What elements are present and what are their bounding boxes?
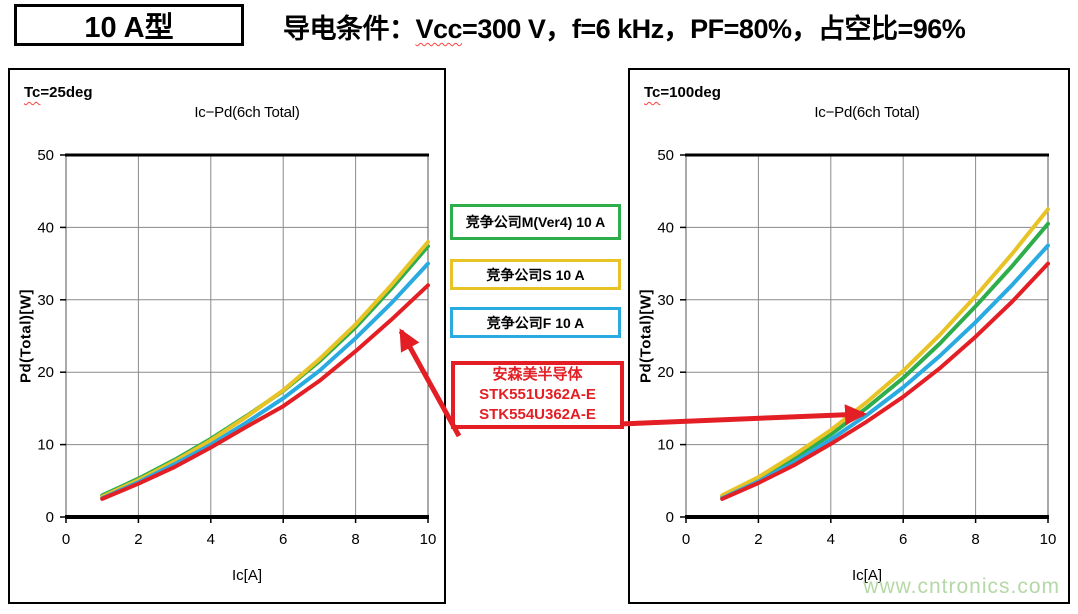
x-tick-label: 4 <box>827 531 835 548</box>
chart-title: Ic−Pd(6ch Total) <box>194 104 300 121</box>
series-line-3 <box>100 283 430 501</box>
chart-panel-tc25: 0 10 20 30 40 50 0 2 4 6 8 10 Tc=25deg Ic−Pd(6ch To… <box>8 68 446 604</box>
legend-competitor-m: 竞争公司M(Ver4) 10 A <box>450 204 621 240</box>
chart-tc25-plot: 0 10 20 30 40 50 0 2 4 6 8 10 <box>37 147 437 548</box>
y-tick-label: 40 <box>657 219 674 236</box>
legend-competitor-f-label: 竞争公司F 10 A <box>486 314 585 331</box>
model-type-box: 10 A型 <box>14 4 244 46</box>
legend-onsemi-line2: STK551U362A-E <box>479 386 596 403</box>
chart-panel-tc100: 0 10 20 30 40 50 0 2 4 6 8 10 Tc=100deg Ic−Pd(6ch T… <box>628 68 1070 604</box>
y-tick-label: 0 <box>666 509 674 526</box>
y-tick-label: 40 <box>37 219 54 236</box>
y-tick-label: 50 <box>37 147 54 164</box>
temperature-label-value: =100deg <box>660 84 721 101</box>
series-line-0 <box>720 221 1050 499</box>
x-tick-label: 0 <box>682 531 690 548</box>
x-axis-label: Ic[A] <box>851 567 882 584</box>
condition-vcc: Vcc <box>415 14 463 44</box>
chart-tc100-plot: 0 10 20 30 40 50 0 2 4 6 8 10 <box>657 147 1057 548</box>
y-tick-label: 30 <box>37 292 54 309</box>
x-tick-label: 8 <box>971 531 979 548</box>
temperature-label: Tc=25deg <box>24 84 93 101</box>
x-tick-label: 0 <box>62 531 70 548</box>
temperature-label-tc: Tc <box>24 84 41 101</box>
x-tick-label: 2 <box>754 531 762 548</box>
x-tick-label: 6 <box>279 531 287 548</box>
temperature-label: Tc=100deg <box>644 84 721 101</box>
series-line-1 <box>100 239 430 499</box>
condition-vcc-value: =300 V <box>462 14 546 44</box>
series-line-0 <box>100 244 430 498</box>
series-line-3 <box>720 261 1050 501</box>
y-tick-label: 50 <box>657 147 674 164</box>
legend-competitor-s-label: 竞争公司S 10 A <box>486 266 585 283</box>
x-tick-label: 10 <box>1040 531 1057 548</box>
y-tick-label: 30 <box>657 292 674 309</box>
legend-competitor-f: 竞争公司F 10 A <box>450 307 621 338</box>
condition-prefix: 导电条件： <box>283 14 416 44</box>
y-tick-label: 20 <box>37 364 54 381</box>
conduction-condition-text: 导电条件：Vcc=300 V，f=6 kHz，PF=80%，占空比=96% <box>283 7 966 46</box>
y-tick-label: 10 <box>657 437 674 454</box>
watermark: www.cntronics.com <box>863 575 1060 598</box>
y-axis-label: Pd(Total)[W] <box>637 288 655 384</box>
model-type-label: 10 A型 <box>84 12 174 44</box>
legend-onsemi-line1: 安森美半导体 <box>492 366 583 383</box>
y-axis-label: Pd(Total)[W] <box>17 288 35 384</box>
x-axis-label: Ic[A] <box>231 567 262 584</box>
legend-onsemi: 安森美半导体 STK551U362A-E STK554U362A-E <box>451 361 624 429</box>
x-tick-label: 4 <box>207 531 215 548</box>
legend-competitor-s: 竞争公司S 10 A <box>450 259 621 290</box>
legend-competitor-m-label: 竞争公司M(Ver4) 10 A <box>465 214 606 230</box>
temperature-label-tc: Tc <box>644 84 661 101</box>
temperature-label-value: =25deg <box>40 84 93 101</box>
legend-onsemi-line3: STK554U362A-E <box>479 406 596 423</box>
condition-rest: ，f=6 kHz，PF=80%，占空比=96% <box>545 14 966 44</box>
y-tick-label: 20 <box>657 364 674 381</box>
chart-title: Ic−Pd(6ch Total) <box>814 104 920 121</box>
y-tick-label: 0 <box>46 509 54 526</box>
y-tick-label: 10 <box>37 437 54 454</box>
x-tick-label: 8 <box>351 531 359 548</box>
x-tick-label: 10 <box>420 531 437 548</box>
series-line-1 <box>720 207 1050 498</box>
x-tick-label: 6 <box>899 531 907 548</box>
plot-frame <box>685 154 1049 518</box>
x-tick-label: 2 <box>134 531 142 548</box>
